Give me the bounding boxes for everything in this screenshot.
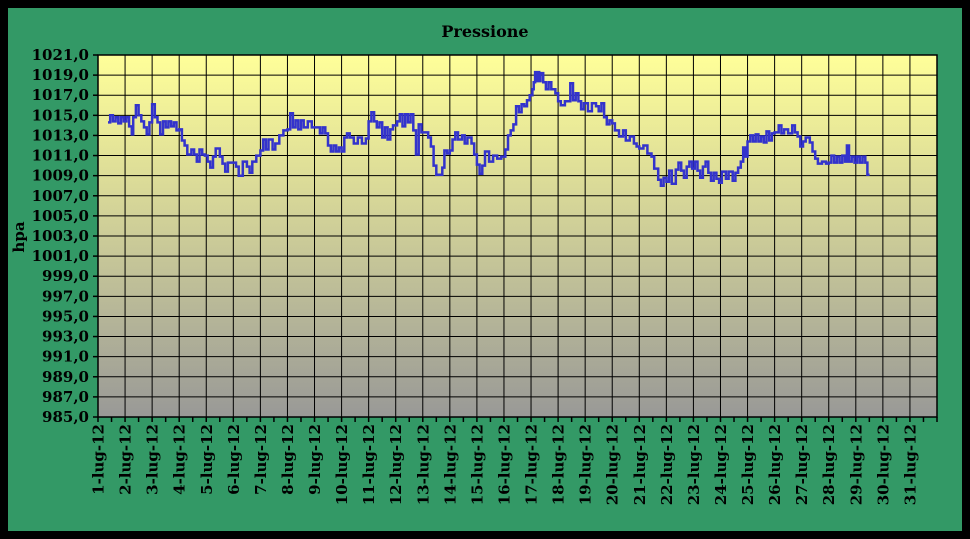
y-tick-label: 1009,0 — [32, 167, 89, 185]
x-tick-label: 18-lug-12 — [550, 424, 568, 505]
y-tick-label: 1011,0 — [32, 147, 89, 165]
axis-labels: 1021,0 1019,0 1017,0 1015,0 1013,0 1011,0 1009… — [32, 46, 920, 505]
x-tick-label: 10-lug-12 — [333, 424, 351, 505]
x-tick-label: 8-lug-12 — [279, 424, 297, 495]
x-tick-label: 21-lug-12 — [631, 424, 649, 505]
x-tick-label: 30-lug-12 — [874, 424, 892, 505]
y-tick-label: 993,0 — [42, 328, 89, 346]
pressure-series-line — [108, 70, 870, 187]
y-tick-label: 1003,0 — [32, 227, 89, 245]
y-axis-title: hpa — [10, 221, 28, 252]
y-tick-label: 995,0 — [42, 307, 89, 325]
x-tick-label: 1-lug-12 — [90, 424, 108, 495]
y-tick-label: 1013,0 — [32, 126, 89, 144]
y-tick-label: 1007,0 — [32, 187, 89, 205]
gridlines — [98, 55, 937, 417]
x-tick-label: 25-lug-12 — [739, 424, 757, 505]
y-tick-label: 1019,0 — [32, 66, 89, 84]
x-tick-label: 15-lug-12 — [468, 424, 486, 505]
x-tick-label: 4-lug-12 — [171, 424, 189, 495]
y-tick-label: 991,0 — [42, 348, 89, 366]
y-tick-label: 989,0 — [42, 368, 89, 386]
x-tick-label: 31-lug-12 — [901, 424, 919, 505]
x-tick-label: 29-lug-12 — [847, 424, 865, 505]
x-tick-label: 3-lug-12 — [144, 424, 162, 495]
x-tick-label: 23-lug-12 — [685, 424, 703, 505]
y-tick-label: 1017,0 — [32, 86, 89, 104]
y-tick-label: 1001,0 — [32, 247, 89, 265]
x-tick-label: 14-lug-12 — [441, 424, 459, 505]
x-tick-label: 6-lug-12 — [225, 424, 243, 495]
x-tick-label: 19-lug-12 — [577, 424, 595, 505]
y-tick-label: 1015,0 — [32, 106, 89, 124]
pressure-step-line — [108, 70, 870, 187]
y-tick-label: 1021,0 — [32, 46, 89, 64]
x-tick-label: 9-lug-12 — [306, 424, 324, 495]
y-tick-label: 987,0 — [42, 388, 89, 406]
x-tick-label: 26-lug-12 — [766, 424, 784, 505]
x-tick-label: 20-lug-12 — [604, 424, 622, 505]
x-tick-label: 12-lug-12 — [387, 424, 405, 505]
chart-title: Pressione — [441, 22, 528, 41]
x-tick-label: 24-lug-12 — [712, 424, 730, 505]
axes — [93, 54, 938, 422]
y-tick-label: 999,0 — [42, 267, 89, 285]
x-tick-label: 28-lug-12 — [820, 424, 838, 505]
x-tick-label: 16-lug-12 — [495, 424, 513, 505]
x-tick-label: 2-lug-12 — [117, 424, 135, 495]
x-tick-label: 27-lug-12 — [793, 424, 811, 505]
x-tick-label: 7-lug-12 — [252, 424, 270, 495]
x-tick-label: 5-lug-12 — [198, 424, 216, 495]
y-tick-label: 997,0 — [42, 287, 89, 305]
x-tick-label: 11-lug-12 — [360, 424, 378, 505]
x-tick-label: 13-lug-12 — [414, 424, 432, 505]
x-tick-label: 17-lug-12 — [523, 424, 541, 505]
y-tick-label: 985,0 — [42, 408, 89, 426]
x-tick-label: 22-lug-12 — [658, 424, 676, 505]
y-tick-label: 1005,0 — [32, 207, 89, 225]
